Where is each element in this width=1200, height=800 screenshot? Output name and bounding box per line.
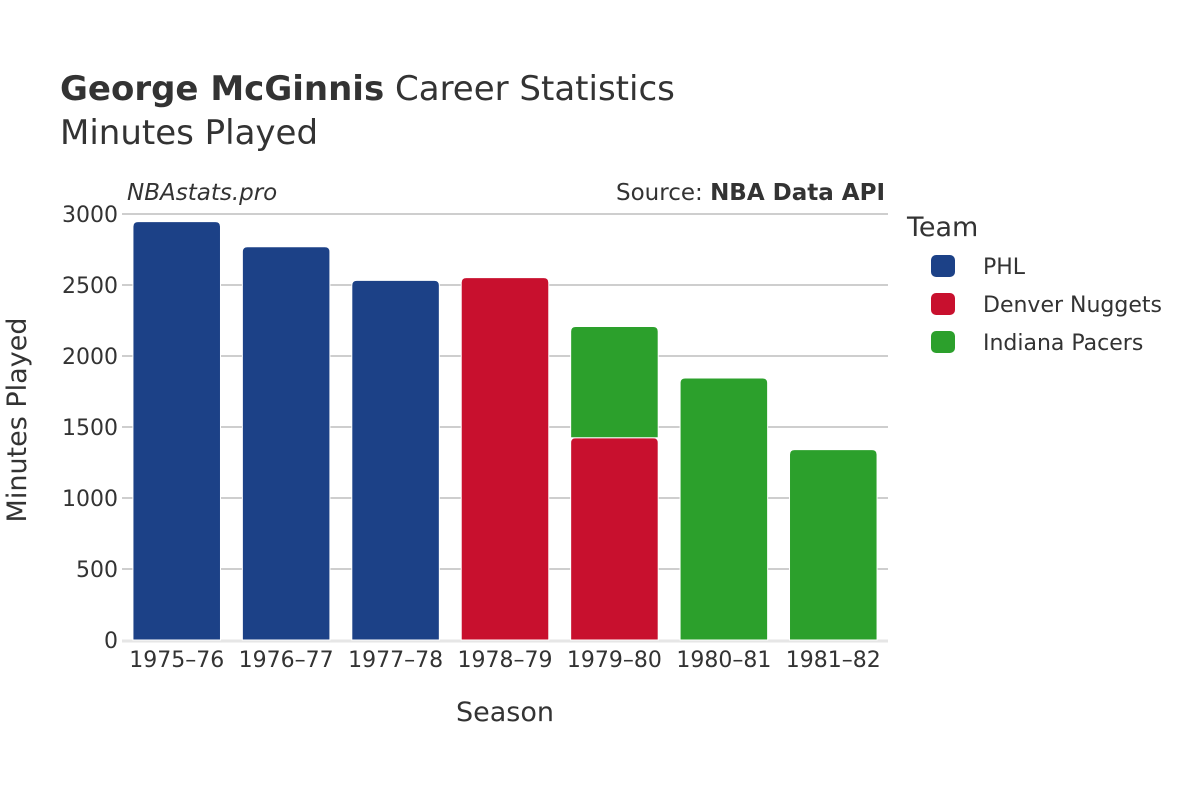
y-tick-label: 2500 [62, 274, 118, 299]
x-tick-label: 1978–79 [458, 648, 553, 673]
x-axis-title: Season [456, 697, 554, 728]
chart-title: George McGinnis Career Statistics [60, 69, 675, 109]
y-axis-ticks: 0 500 1000 1500 2000 2500 3000 [62, 203, 118, 654]
x-axis-ticks: 1975–76 1976–77 1977–78 1978–79 1979–80 1980–… [129, 648, 881, 673]
x-tick-label: 1980–81 [676, 648, 771, 673]
legend-label[interactable]: PHL [983, 255, 1026, 280]
y-tick-label: 1000 [62, 487, 118, 512]
chart-subtitle: Minutes Played [60, 113, 318, 153]
legend-title: Team [906, 212, 978, 243]
bar-phl-1977–78 [351, 279, 440, 641]
bar-denver-nuggets-1979–80 [570, 437, 659, 641]
y-tick-label: 2000 [62, 345, 118, 370]
bar-phl-1976–77 [241, 246, 331, 641]
x-tick-label: 1976–77 [239, 648, 334, 673]
legend: Team PHL Denver Nuggets Indiana Pacers [906, 212, 1162, 356]
legend-swatch-denver-nuggets[interactable] [931, 293, 955, 315]
y-tick-label: 1500 [62, 416, 118, 441]
bar-indiana-pacers-1980–81 [679, 377, 769, 641]
y-tick-label: 0 [104, 629, 118, 654]
legend-swatch-indiana-pacers[interactable] [931, 331, 955, 353]
x-tick-label: 1977–78 [348, 648, 443, 673]
x-tick-label: 1981–82 [786, 648, 881, 673]
chart-title-rest: Career Statistics [384, 69, 675, 109]
legend-label[interactable]: Indiana Pacers [983, 331, 1143, 356]
y-tick-label: 500 [76, 558, 118, 583]
source-name: NBA Data API [710, 180, 885, 206]
chart-title-bold: George McGinnis [60, 69, 384, 109]
source-label: Source: [616, 180, 710, 206]
y-tick-label: 3000 [62, 203, 118, 228]
bars [132, 221, 878, 641]
bar-denver-nuggets-1978–79 [460, 277, 550, 641]
bar-indiana-pacers-1979–80 [570, 325, 659, 439]
x-tick-label: 1975–76 [129, 648, 224, 673]
legend-label[interactable]: Denver Nuggets [983, 293, 1162, 318]
bar-phl-1975–76 [132, 221, 221, 641]
legend-swatch-phl[interactable] [931, 255, 955, 277]
y-axis-title: Minutes Played [2, 318, 33, 523]
source-text: Source: NBA Data API [616, 180, 885, 206]
watermark-text: NBAstats.pro [127, 180, 277, 206]
bar-indiana-pacers-1981–82 [789, 449, 878, 641]
x-tick-label: 1979–80 [567, 648, 662, 673]
